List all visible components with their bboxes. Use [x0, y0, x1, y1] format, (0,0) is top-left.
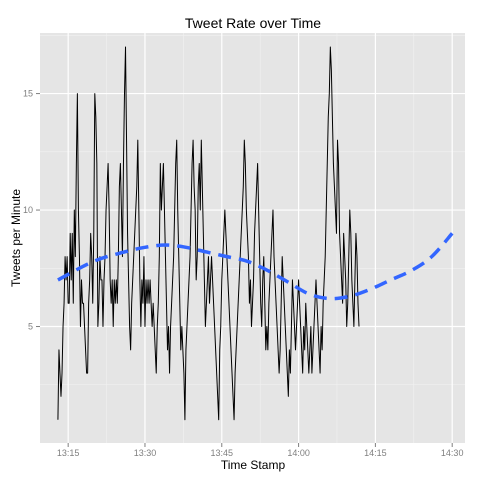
major-gridlines	[40, 33, 465, 443]
y-tick-label: 5	[28, 322, 33, 332]
smooth-trend-line	[57, 232, 454, 301]
series-layer	[57, 46, 454, 421]
tweet-rate-line	[57, 46, 360, 421]
x-tick-label: 14:15	[364, 448, 387, 458]
y-axis-ticks: 5 10 15	[23, 89, 40, 332]
x-axis-ticks: 13:15 13:30 13:45 14:00 14:15 14:30	[57, 443, 464, 458]
y-tick-label: 15	[23, 89, 33, 99]
minor-gridlines	[40, 33, 465, 443]
x-tick-label: 14:30	[441, 448, 464, 458]
chart-title: Tweet Rate over Time	[185, 15, 321, 31]
y-axis-label: Tweets per Minute	[9, 189, 23, 287]
x-tick-label: 13:15	[57, 448, 80, 458]
x-tick-label: 13:30	[134, 448, 157, 458]
x-tick-label: 14:00	[287, 448, 310, 458]
x-tick-label: 13:45	[211, 448, 234, 458]
plot-panel	[40, 33, 465, 443]
y-tick-label: 10	[23, 205, 33, 215]
x-axis-label: Time Stamp	[221, 458, 286, 472]
